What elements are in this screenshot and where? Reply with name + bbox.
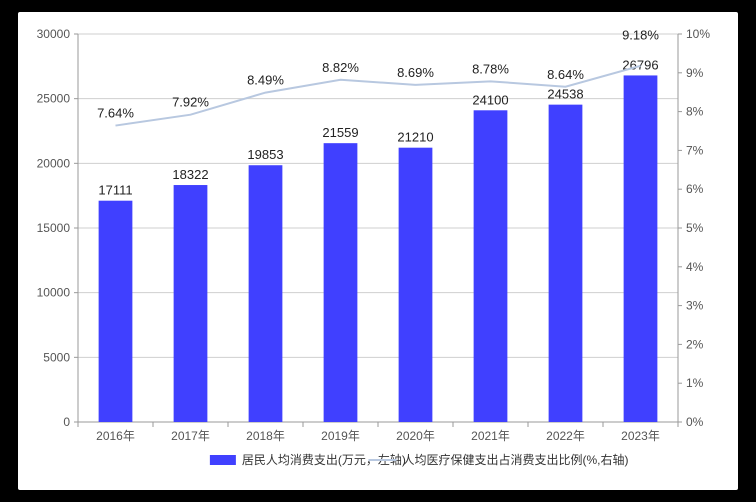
left-axis-label: 30000: [37, 27, 71, 41]
category-label: 2018年: [246, 429, 285, 443]
left-axis-label: 5000: [43, 350, 70, 364]
right-axis-label: 10%: [686, 27, 710, 41]
right-axis-label: 8%: [686, 105, 704, 119]
category-label: 2022年: [546, 429, 585, 443]
left-axis-label: 0: [63, 415, 70, 429]
pct-value-label: 7.92%: [172, 95, 209, 110]
right-axis-label: 2%: [686, 337, 704, 351]
bar-value-label: 21559: [322, 125, 358, 140]
bar: [474, 110, 508, 422]
pct-value-label: 8.64%: [547, 67, 584, 82]
right-axis-label: 7%: [686, 143, 704, 157]
legend-bar-swatch: [210, 455, 236, 465]
chart-area: 0 5000 10000 15000 20000 25000 30000 0% 1% 2% 3% 4%…: [26, 20, 730, 482]
category-label: 2017年: [171, 429, 210, 443]
right-axis-label: 4%: [686, 260, 704, 274]
category-label: 2023年: [621, 429, 660, 443]
bar: [324, 143, 358, 422]
bar: [399, 148, 433, 422]
right-axis-label: 5%: [686, 221, 704, 235]
left-axis-label: 10000: [37, 286, 71, 300]
legend-line-label: 人均医疗保健支出占消费支出比例(%,右轴): [402, 452, 628, 467]
bar: [549, 105, 583, 422]
bar: [249, 165, 283, 422]
right-axis-label: 1%: [686, 376, 704, 390]
bar-value-label: 19853: [247, 147, 283, 162]
bar: [624, 75, 658, 422]
pct-value-label: 8.78%: [472, 61, 509, 76]
chart-panel: 0 5000 10000 15000 20000 25000 30000 0% 1% 2% 3% 4%…: [18, 12, 738, 490]
bar-value-label: 24538: [547, 87, 583, 102]
category-label: 2019年: [321, 429, 360, 443]
category-label: 2021年: [471, 429, 510, 443]
bar-value-label: 24100: [472, 92, 508, 107]
pct-value-label: 8.69%: [397, 65, 434, 80]
bar-value-label: 18322: [172, 167, 208, 182]
bar: [174, 185, 208, 422]
pct-value-label: 9.18%: [622, 27, 659, 42]
right-axis-label: 9%: [686, 66, 704, 80]
bar: [99, 201, 133, 422]
right-axis-label: 6%: [686, 182, 704, 196]
left-axis-label: 20000: [37, 156, 71, 170]
pct-value-label: 8.82%: [322, 60, 359, 75]
right-axis-label: 3%: [686, 299, 704, 313]
category-label: 2020年: [396, 429, 435, 443]
category-label: 2016年: [96, 429, 135, 443]
left-axis-label: 25000: [37, 92, 71, 106]
bar-value-label: 21210: [397, 130, 433, 145]
left-axis-label: 15000: [37, 221, 71, 235]
bar-value-label: 17111: [98, 183, 132, 198]
pct-value-label: 8.49%: [247, 73, 284, 88]
combo-chart: 0 5000 10000 15000 20000 25000 30000 0% 1% 2% 3% 4%…: [26, 20, 730, 482]
pct-value-label: 7.64%: [97, 106, 134, 121]
right-axis-label: 0%: [686, 415, 704, 429]
